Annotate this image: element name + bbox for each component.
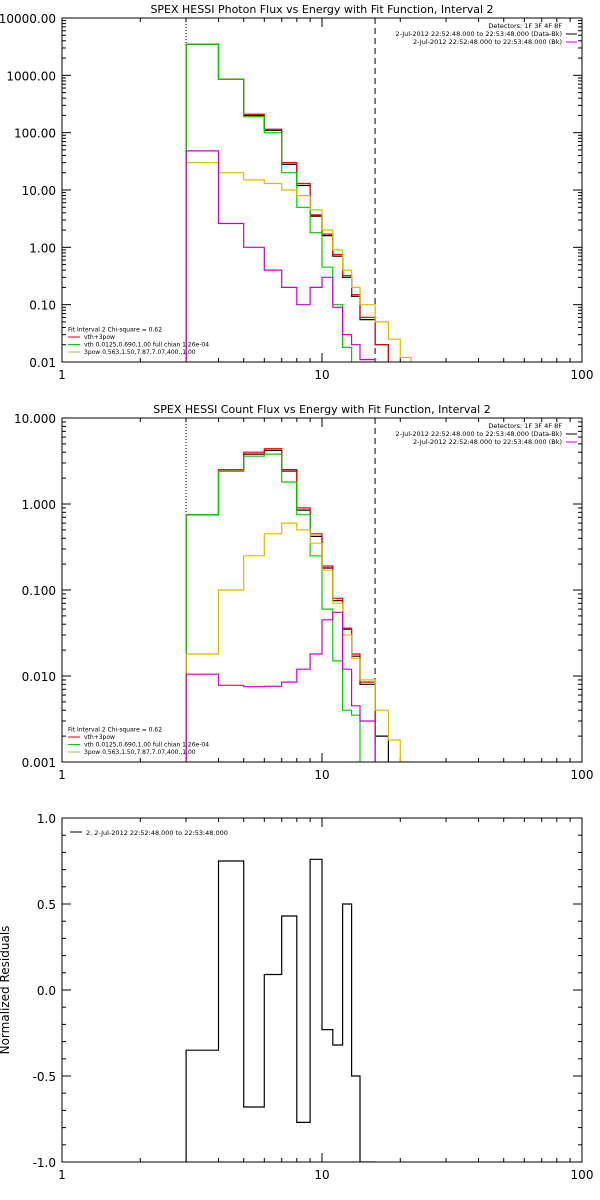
x-tick-label: 10: [314, 368, 329, 382]
y-tick-label: 10.000: [14, 412, 56, 426]
y-tick-label: 0.5: [37, 898, 56, 912]
chart-title: SPEX HESSI Count Flux vs Energy with Fit…: [153, 403, 490, 416]
x-tick-label: 10: [314, 768, 329, 782]
y-tick-label: 100.00: [14, 127, 56, 141]
series-line: [185, 453, 361, 762]
legend-entry: 2-Jul-2012 22:52:48.000 to 22:53:48.000 …: [413, 38, 562, 46]
y-axis-label: Normalized Residuals: [0, 926, 12, 1055]
y-axis: -1.0 -0.5 0.0 0.5 1.0: [33, 812, 582, 1170]
x-axis: 1 10 100: [58, 818, 593, 1182]
legend-entry: Fit Interval 2 Chi-square = 0.62: [68, 727, 162, 734]
legend-entry: Detectors: 1F 3F 4F 8F: [488, 422, 562, 430]
legend-entry: 3pow 0.563,1.50,7.87,7.07,400.,1.00: [84, 349, 196, 356]
residuals-panel: Normalized Residuals 1 10 100 -1.0 -0.5 0.0 0.5…: [0, 812, 593, 1182]
series-line: [185, 449, 389, 762]
x-tick-label: 1: [58, 1168, 66, 1182]
y-tick-label: 0.10: [29, 299, 56, 313]
y-tick-label: 10000.00: [0, 12, 56, 26]
legend-entry: 2-Jul-2012 22:52:48.000 to 22:53:48.000 …: [395, 30, 562, 38]
x-tick-label: 10: [314, 1168, 329, 1182]
legend-top: 2. 2-Jul-2012 22:52:48.000 to 22:53:48.0…: [70, 829, 228, 837]
series-line: [185, 43, 389, 362]
series-line: [185, 150, 376, 362]
legend-entry: vth 0.0125,0.690,1.00 full chian 1.26e-0…: [84, 342, 209, 349]
legend-entry: 2. 2-Jul-2012 22:52:48.000 to 22:53:48.0…: [86, 829, 228, 837]
legend-entry: 2-Jul-2012 22:52:48.000 to 22:53:48.000 …: [395, 430, 562, 438]
series-line: [185, 43, 353, 362]
series-line: [185, 522, 412, 762]
y-tick-label: -1.0: [33, 1156, 56, 1170]
series-group: [185, 858, 376, 1162]
chart-title: SPEX HESSI Photon Flux vs Energy with Fi…: [150, 3, 493, 16]
x-tick-label: 100: [571, 768, 594, 782]
x-tick-label: 100: [571, 1168, 594, 1182]
series-line: [185, 43, 389, 362]
y-tick-label: 0.0: [37, 984, 56, 998]
legend-entry: Detectors: 1F 3F 4F 8F: [488, 22, 562, 30]
y-tick-label: 1.0: [37, 812, 56, 826]
y-tick-label: 1.00: [29, 241, 56, 255]
legend-top: Detectors: 1F 3F 4F 8F2-Jul-2012 22:52:4…: [395, 422, 577, 446]
series-group: [185, 448, 412, 762]
series-line: [185, 448, 376, 762]
y-tick-label: 0.010: [22, 670, 56, 684]
x-tick-label: 1: [58, 368, 66, 382]
legend-bottom: Fit Interval 2 Chi-square = 0.62vth+3pow…: [68, 327, 209, 356]
y-axis: 0.01 0.10 1.00 10.00 100.00 1000.00 10000.00: [0, 12, 582, 370]
legend-entry: vth+3pow: [84, 334, 115, 341]
y-tick-label: 0.01: [29, 356, 56, 370]
y-tick-label: 0.100: [22, 584, 56, 598]
legend-entry: 2-Jul-2012 22:52:48.000 to 22:53:48.000 …: [413, 438, 562, 446]
y-tick-label: 10.00: [22, 184, 56, 198]
series-line: [185, 611, 376, 762]
y-tick-label: -0.5: [33, 1070, 56, 1084]
legend-bottom: Fit Interval 2 Chi-square = 0.62vth+3pow…: [68, 727, 209, 756]
x-axis: 1 10 100: [58, 18, 593, 382]
y-tick-label: 1.000: [22, 498, 56, 512]
plot-frame: [61, 17, 583, 363]
plot-frame: [61, 417, 583, 763]
legend-entry: vth 0.0125,0.690,1.00 full chian 1.26e-0…: [84, 742, 209, 749]
y-tick-label: 0.001: [22, 756, 56, 770]
series-line: [185, 858, 376, 1162]
legend-entry: Fit Interval 2 Chi-square = 0.62: [68, 327, 162, 334]
x-axis: 1 10 100: [58, 418, 593, 782]
legend-top: Detectors: 1F 3F 4F 8F2-Jul-2012 22:52:4…: [395, 22, 577, 46]
photon-flux-panel: SPEX HESSI Photon Flux vs Energy with Fi…: [0, 3, 593, 382]
y-tick-label: 1000.00: [6, 69, 56, 83]
y-axis: 0.001 0.010 0.100 1.000 10.000: [14, 412, 582, 770]
series-line: [185, 162, 412, 362]
count-flux-panel: SPEX HESSI Count Flux vs Energy with Fit…: [14, 403, 593, 782]
plot-frame: [61, 817, 583, 1163]
x-tick-label: 1: [58, 768, 66, 782]
series-group: [185, 43, 412, 362]
legend-entry: 3pow 0.563,1.50,7.87,7.07,400.,1.00: [84, 749, 196, 756]
legend-entry: vth+3pow: [84, 734, 115, 741]
x-tick-label: 100: [571, 368, 594, 382]
